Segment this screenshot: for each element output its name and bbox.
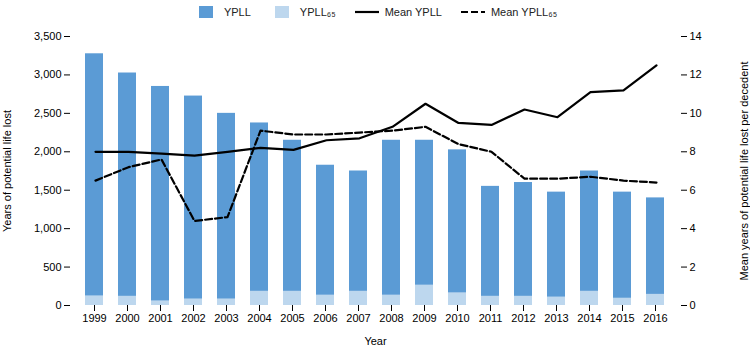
svg-text:2015: 2015 — [610, 312, 634, 324]
svg-text:2007: 2007 — [346, 312, 370, 324]
svg-text:Years of potential life lost: Years of potential life lost — [1, 110, 13, 232]
html-text:YPLL₆₅: YPLL₆₅ — [299, 6, 336, 18]
svg-text:2: 2 — [690, 261, 696, 273]
svg-text:500: 500 — [43, 261, 61, 273]
html-text:Mean YPLL: Mean YPLL — [384, 6, 442, 18]
svg-text:2009: 2009 — [412, 312, 436, 324]
svg-text:2005: 2005 — [280, 312, 304, 324]
svg-text:10: 10 — [690, 107, 702, 119]
svg-text:2014: 2014 — [577, 312, 601, 324]
svg-text:2010: 2010 — [445, 312, 469, 324]
svg-text:Year: Year — [364, 335, 387, 347]
svg-text:3,500: 3,500 — [34, 30, 62, 42]
svg-text:0: 0 — [55, 299, 61, 311]
svg-text:0: 0 — [690, 299, 696, 311]
svg-text:2013: 2013 — [544, 312, 568, 324]
svg-text:2001: 2001 — [148, 312, 172, 324]
svg-text:2016: 2016 — [643, 312, 667, 324]
svg-text:2006: 2006 — [313, 312, 337, 324]
svg-text:8: 8 — [690, 145, 696, 157]
html-text:Mean YPLL₆₅: Mean YPLL₆₅ — [490, 6, 558, 18]
svg-text:2,500: 2,500 — [34, 107, 62, 119]
svg-text:2,000: 2,000 — [34, 145, 62, 157]
svg-text:14: 14 — [690, 30, 702, 42]
svg-text:2011: 2011 — [479, 312, 503, 324]
svg-text:12: 12 — [690, 68, 702, 80]
svg-text:1999: 1999 — [82, 312, 106, 324]
svg-text:Mean years of potential life l: Mean years of potential life lost per de… — [738, 62, 750, 281]
svg-text:6: 6 — [690, 184, 696, 196]
svg-text:2000: 2000 — [115, 312, 139, 324]
svg-text:2008: 2008 — [379, 312, 403, 324]
svg-text:2012: 2012 — [511, 312, 535, 324]
svg-text:2003: 2003 — [214, 312, 238, 324]
svg-text:4: 4 — [690, 222, 696, 234]
svg-text:1,000: 1,000 — [34, 222, 62, 234]
svg-text:2002: 2002 — [181, 312, 205, 324]
html-text:YPLL: YPLL — [223, 6, 251, 18]
svg-text:2004: 2004 — [247, 312, 271, 324]
svg-text:3,000: 3,000 — [34, 68, 62, 80]
svg-text:1,500: 1,500 — [34, 184, 62, 196]
